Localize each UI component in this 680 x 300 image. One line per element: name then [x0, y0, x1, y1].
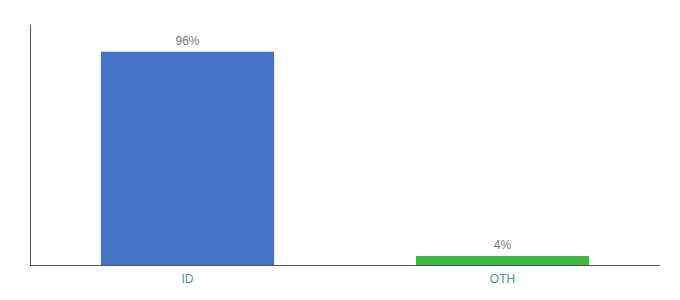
- svg-text:96%: 96%: [175, 34, 199, 48]
- svg-text:OTH: OTH: [490, 272, 515, 286]
- svg-text:4%: 4%: [494, 238, 512, 252]
- svg-text:ID: ID: [182, 272, 194, 286]
